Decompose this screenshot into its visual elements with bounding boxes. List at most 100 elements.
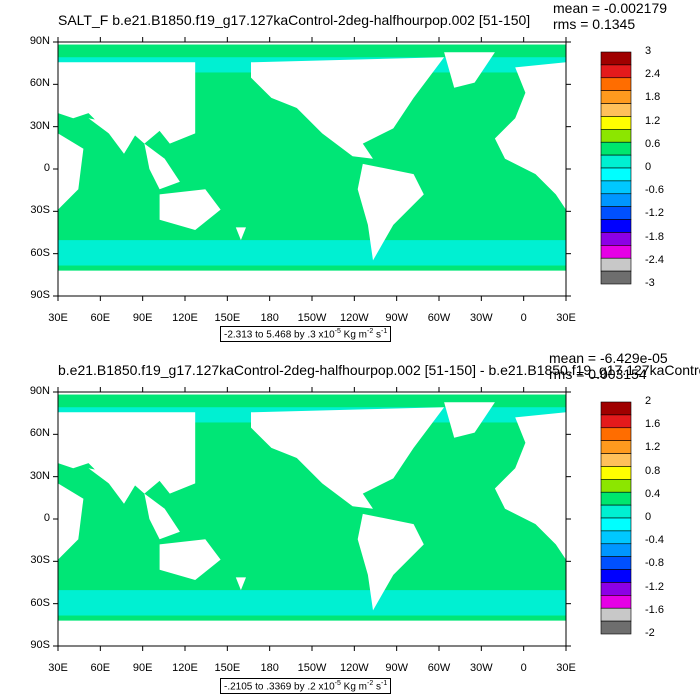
panel1-range-prefix: -2.313 to 5.468 by .3 x10: [224, 329, 335, 341]
panel2-lon-label: 30E: [48, 662, 68, 674]
panel1-colorbar-swatch: [600, 116, 632, 130]
panel2-range-units: Kg m: [343, 681, 367, 693]
panel1-colorbar-label: 3: [645, 45, 652, 57]
panel2-range-units-exp2: -1: [381, 680, 388, 687]
panel2-rms: rms = 0.003154: [549, 366, 647, 382]
panel2-lon-label: 30E: [556, 662, 576, 674]
panel1-lat-label: 30N: [29, 119, 50, 132]
panel2-lon-label: 0: [520, 662, 527, 674]
panel1-colorbar-label: 0: [645, 161, 652, 173]
panel2-lat-label: 60S: [30, 596, 50, 609]
panel1-lat-label: 90S: [30, 289, 50, 301]
panel1-colorbar-swatch: [600, 129, 632, 143]
panel2-colorbar-label: -0.8: [645, 557, 664, 570]
panel2-colorbar-swatch: [600, 620, 632, 635]
panel2-colorbar-swatch: [600, 427, 632, 441]
panel1-colorbar-swatch: [600, 167, 632, 182]
panel1-lon-label: 180: [260, 312, 279, 324]
panel2-colorbar-swatch: [600, 543, 632, 557]
panel2-colorbar-swatch: [600, 556, 632, 570]
panel2-colorbar-label: 0.4: [645, 487, 661, 500]
panel1-mean: mean = -0.002179: [553, 0, 668, 16]
panel2-map: [53, 387, 571, 651]
panel1-colorbar-swatch: [600, 154, 632, 169]
panel1-lon-label: 0: [520, 312, 527, 324]
panel2-land-7: [444, 402, 495, 438]
panel1-land-3: [144, 143, 180, 190]
panel1-lat-label: 60N: [29, 77, 50, 90]
panel2-land-4: [159, 539, 221, 580]
panel2-range-units-mid: s: [376, 681, 382, 693]
panel2-land-10: [58, 620, 566, 646]
panel1-lon-label: 30W: [470, 312, 493, 324]
panel2-land-6: [251, 407, 445, 509]
panel1-lon-label: 60E: [90, 312, 111, 324]
panel1-colorbar-label: -3: [645, 277, 655, 289]
panel1-colorbar-swatch: [600, 90, 632, 104]
panel1-land-5: [235, 227, 246, 241]
panel1-colorbar-swatch: [600, 141, 632, 156]
panel2-colorbar-swatch: [600, 466, 632, 480]
panel1-range-units-exp2: -1: [381, 328, 388, 335]
panel1-colorbar-swatch: [600, 103, 632, 117]
panel1-colorbar-swatch: [600, 270, 632, 285]
panel1-lat-label: 30S: [30, 204, 50, 217]
panel1-colorbar-label: 0.6: [645, 137, 661, 150]
panel2-colorbar-swatch: [600, 607, 632, 622]
panel2-colorbar: [600, 401, 632, 635]
panel2-title: b.e21.B1850.f19_g17.127kaControl-2deg-ha…: [58, 362, 700, 378]
panel1-rms: rms = 0.1345: [553, 16, 636, 32]
panel1-land-10: [58, 270, 566, 296]
panel2-lon-label: 30W: [470, 662, 493, 674]
panel2-lon-label: 180: [260, 662, 279, 674]
panel1-colorbar-swatch: [600, 77, 632, 91]
panel1-lat-label: 0: [43, 162, 50, 174]
panel2-colorbar-label: -2: [645, 627, 655, 639]
panel2-colorbar-swatch: [600, 440, 632, 454]
panel1-colorbar-label: 1.8: [645, 91, 661, 104]
panel1-range-units-mid: s: [376, 329, 382, 341]
panel1-lon-label: 90E: [132, 312, 153, 324]
panel1-colorbar-swatch: [600, 245, 632, 259]
panel2-colorbar-label: 0.8: [645, 464, 661, 477]
panel2-colorbar-label: -1.2: [645, 580, 664, 593]
panel2-colorbar-label: -0.4: [645, 534, 664, 547]
panel2-lat-label: 30N: [29, 469, 50, 482]
panel1-colorbar-label: -0.6: [645, 184, 664, 197]
panel1-colorbar-swatch: [600, 206, 632, 220]
panel2-land-0: [58, 412, 196, 494]
panel2-lat-label: 60N: [29, 427, 50, 440]
panel2-lon-label: 60W: [427, 662, 451, 674]
panel1-lat-label: 60S: [30, 246, 50, 259]
panel2-colorbar-swatch: [600, 582, 632, 596]
panel2-lon-label: 150E: [214, 662, 241, 674]
panel1-colorbar-label: -2.4: [645, 253, 664, 266]
panel2-colorbar-label: 0: [645, 511, 652, 523]
panel2-lon-label: 150W: [297, 662, 327, 674]
panel1-colorbar-swatch: [600, 219, 632, 233]
panel2-lon-label: 60E: [90, 662, 111, 674]
panel1-lon-label: 150W: [297, 312, 327, 324]
panel1-land-9: [494, 62, 566, 210]
panel2-colorbar-swatch: [600, 504, 632, 519]
panel1-colorbar-label: -1.8: [645, 230, 664, 243]
panel2-range-prefix: -.2105 to .3369 by .2 x10: [224, 681, 335, 693]
panel1-lon-label: 120W: [339, 312, 369, 324]
panel2-colorbar-label: 1.6: [645, 418, 661, 431]
panel2-lat-label: 30S: [30, 554, 50, 567]
panel1-range-box: -2.313 to 5.468 by .3 x10-5 Kg m-2 s-1: [220, 326, 392, 343]
panel2-colorbar-label: 2: [645, 395, 652, 407]
panel1-land-8: [357, 163, 424, 261]
panel2-range-box: -.2105 to .3369 by .2 x10-5 Kg m-2 s-1: [220, 678, 392, 695]
panel1-land-4: [159, 189, 221, 230]
panel1-lon-label: 30E: [556, 312, 576, 324]
panel1-colorbar-swatch: [600, 180, 632, 195]
panel2-lon-label: 120E: [172, 662, 198, 674]
panel2-colorbar-swatch: [600, 453, 632, 467]
panel2-range-units-exp1: -2: [367, 680, 374, 687]
panel1-range-units-exp1: -2: [367, 328, 374, 335]
panel2-range-exp: -5: [334, 680, 341, 687]
panel1-colorbar-swatch: [600, 51, 632, 66]
panel2-colorbar-swatch: [600, 569, 632, 583]
panel1-lat-label: 90N: [29, 35, 50, 47]
